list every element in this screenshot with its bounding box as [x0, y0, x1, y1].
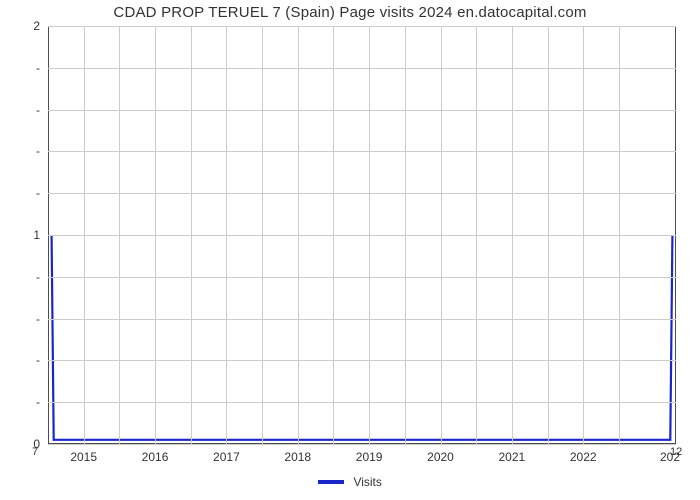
gridline-vertical — [512, 26, 513, 444]
y-tick-minor: - — [36, 270, 40, 284]
x-tick-label: 2016 — [142, 450, 169, 464]
gridline-vertical-minor — [119, 26, 120, 444]
x-tick-label: 2015 — [70, 450, 97, 464]
gridline-horizontal-minor — [48, 68, 676, 69]
y-tick-minor: - — [36, 395, 40, 409]
y-tick-label: 1 — [33, 228, 40, 242]
legend-swatch — [318, 480, 344, 484]
gridline-horizontal-minor — [48, 151, 676, 152]
gridline-vertical — [84, 26, 85, 444]
legend-label: Visits — [353, 475, 381, 489]
gridline-vertical — [583, 26, 584, 444]
gridline-vertical — [298, 26, 299, 444]
gridline-vertical-minor — [191, 26, 192, 444]
x-tick-label: 2022 — [570, 450, 597, 464]
gridline-horizontal — [48, 26, 676, 27]
gridline-horizontal-minor — [48, 193, 676, 194]
x-tick-label: 2017 — [213, 450, 240, 464]
y-tick-minor: - — [36, 144, 40, 158]
gridline-vertical — [226, 26, 227, 444]
corner-label-bottom-left: 7 — [32, 446, 38, 458]
gridline-vertical — [441, 26, 442, 444]
y-tick-label: 2 — [33, 19, 40, 33]
gridline-horizontal-minor — [48, 277, 676, 278]
gridline-horizontal — [48, 444, 676, 445]
gridline-vertical — [155, 26, 156, 444]
gridline-vertical-minor — [333, 26, 334, 444]
y-tick-minor: - — [36, 186, 40, 200]
gridline-vertical — [369, 26, 370, 444]
y-tick-minor: - — [36, 103, 40, 117]
gridline-horizontal-minor — [48, 360, 676, 361]
chart-container: { "chart": { "type": "line", "title": "C… — [0, 0, 700, 500]
x-tick-label: 2019 — [356, 450, 383, 464]
x-tick-label: 2018 — [284, 450, 311, 464]
corner-label-bottom-right: 12 — [670, 446, 682, 458]
gridline-vertical-minor — [476, 26, 477, 444]
gridline-vertical-minor — [262, 26, 263, 444]
x-tick-label: 2021 — [499, 450, 526, 464]
y-tick-minor: - — [36, 61, 40, 75]
gridline-horizontal-minor — [48, 319, 676, 320]
gridline-horizontal-minor — [48, 110, 676, 111]
plot-area: 012--------20152016201720182019202020212… — [48, 26, 676, 444]
gridline-horizontal — [48, 235, 676, 236]
y-tick-minor: - — [36, 312, 40, 326]
x-tick-label: 2020 — [427, 450, 454, 464]
gridline-vertical-minor — [619, 26, 620, 444]
y-tick-minor: - — [36, 353, 40, 367]
gridline-vertical-minor — [548, 26, 549, 444]
gridline-horizontal-minor — [48, 402, 676, 403]
legend: Visits — [0, 474, 700, 489]
chart-title: CDAD PROP TERUEL 7 (Spain) Page visits 2… — [0, 4, 700, 21]
gridline-vertical-minor — [405, 26, 406, 444]
